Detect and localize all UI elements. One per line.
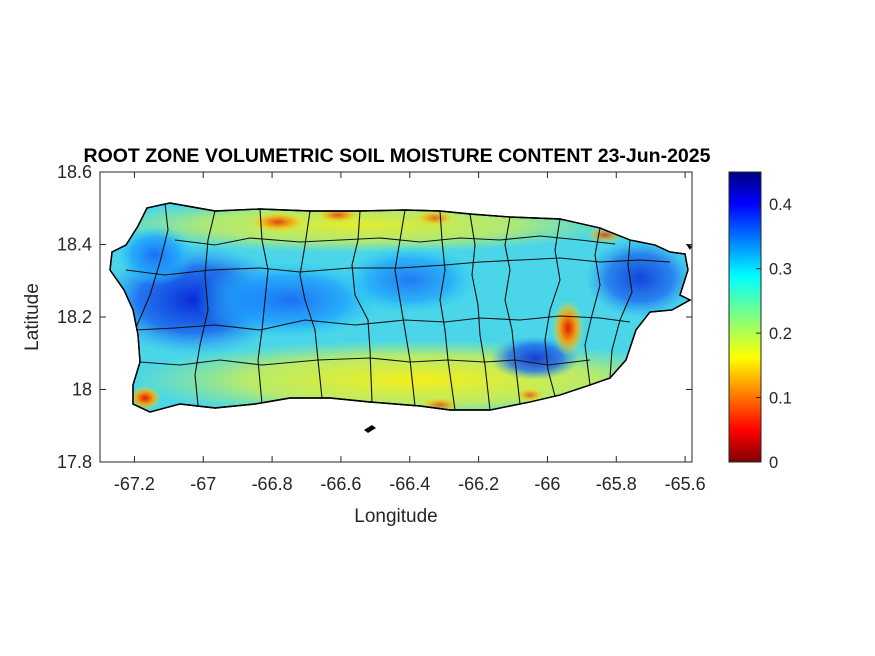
soil-moisture-map	[109, 202, 692, 433]
colorbar-tick-label: 0.3	[769, 261, 792, 279]
colorbar-gradient	[728, 171, 762, 463]
y-tick-label: 18.6	[57, 162, 92, 182]
x-tick-label: -67.2	[114, 474, 155, 494]
colorbar-tick-label: 0.2	[769, 325, 792, 343]
x-tick-label: -65.8	[596, 474, 637, 494]
y-tick-label: 17.8	[57, 452, 92, 472]
coastline-outline	[109, 202, 692, 413]
colorbar-tick-label: 0.4	[769, 196, 792, 214]
x-tick-label: -66	[534, 474, 560, 494]
x-tick-label: -67	[190, 474, 216, 494]
y-tick-label: 18.2	[57, 307, 92, 327]
municipality-boundaries	[125, 203, 671, 411]
x-tick-label: -66.4	[389, 474, 430, 494]
x-tick-label: -66.8	[252, 474, 293, 494]
x-axis-label: Longitude	[354, 506, 437, 527]
x-tick-label: -66.2	[458, 474, 499, 494]
y-tick-label: 18.4	[57, 235, 92, 255]
x-tick-label: -66.6	[320, 474, 361, 494]
y-axis-ticks: 17.8 18 18.2 18.4 18.6	[57, 162, 692, 472]
y-axis-label: Latitude	[22, 283, 43, 351]
colorbar-tick-label: 0	[769, 454, 778, 472]
islet-east	[686, 244, 692, 250]
colorbar: 0 0.1 0.2 0.3 0.4	[728, 171, 792, 472]
x-axis-ticks: -67.2 -67 -66.8 -66.6 -66.4 -66.2 -66 -65.8 -65.…	[114, 172, 706, 494]
x-tick-label: -65.6	[665, 474, 706, 494]
islet-caja-de-muertos	[364, 425, 376, 433]
chart-title: ROOT ZONE VOLUMETRIC SOIL MOISTURE CONTE…	[84, 145, 711, 167]
colorbar-ticks: 0 0.1 0.2 0.3 0.4	[756, 196, 792, 472]
colorbar-tick-label: 0.1	[769, 390, 792, 408]
y-tick-label: 18	[72, 380, 92, 400]
